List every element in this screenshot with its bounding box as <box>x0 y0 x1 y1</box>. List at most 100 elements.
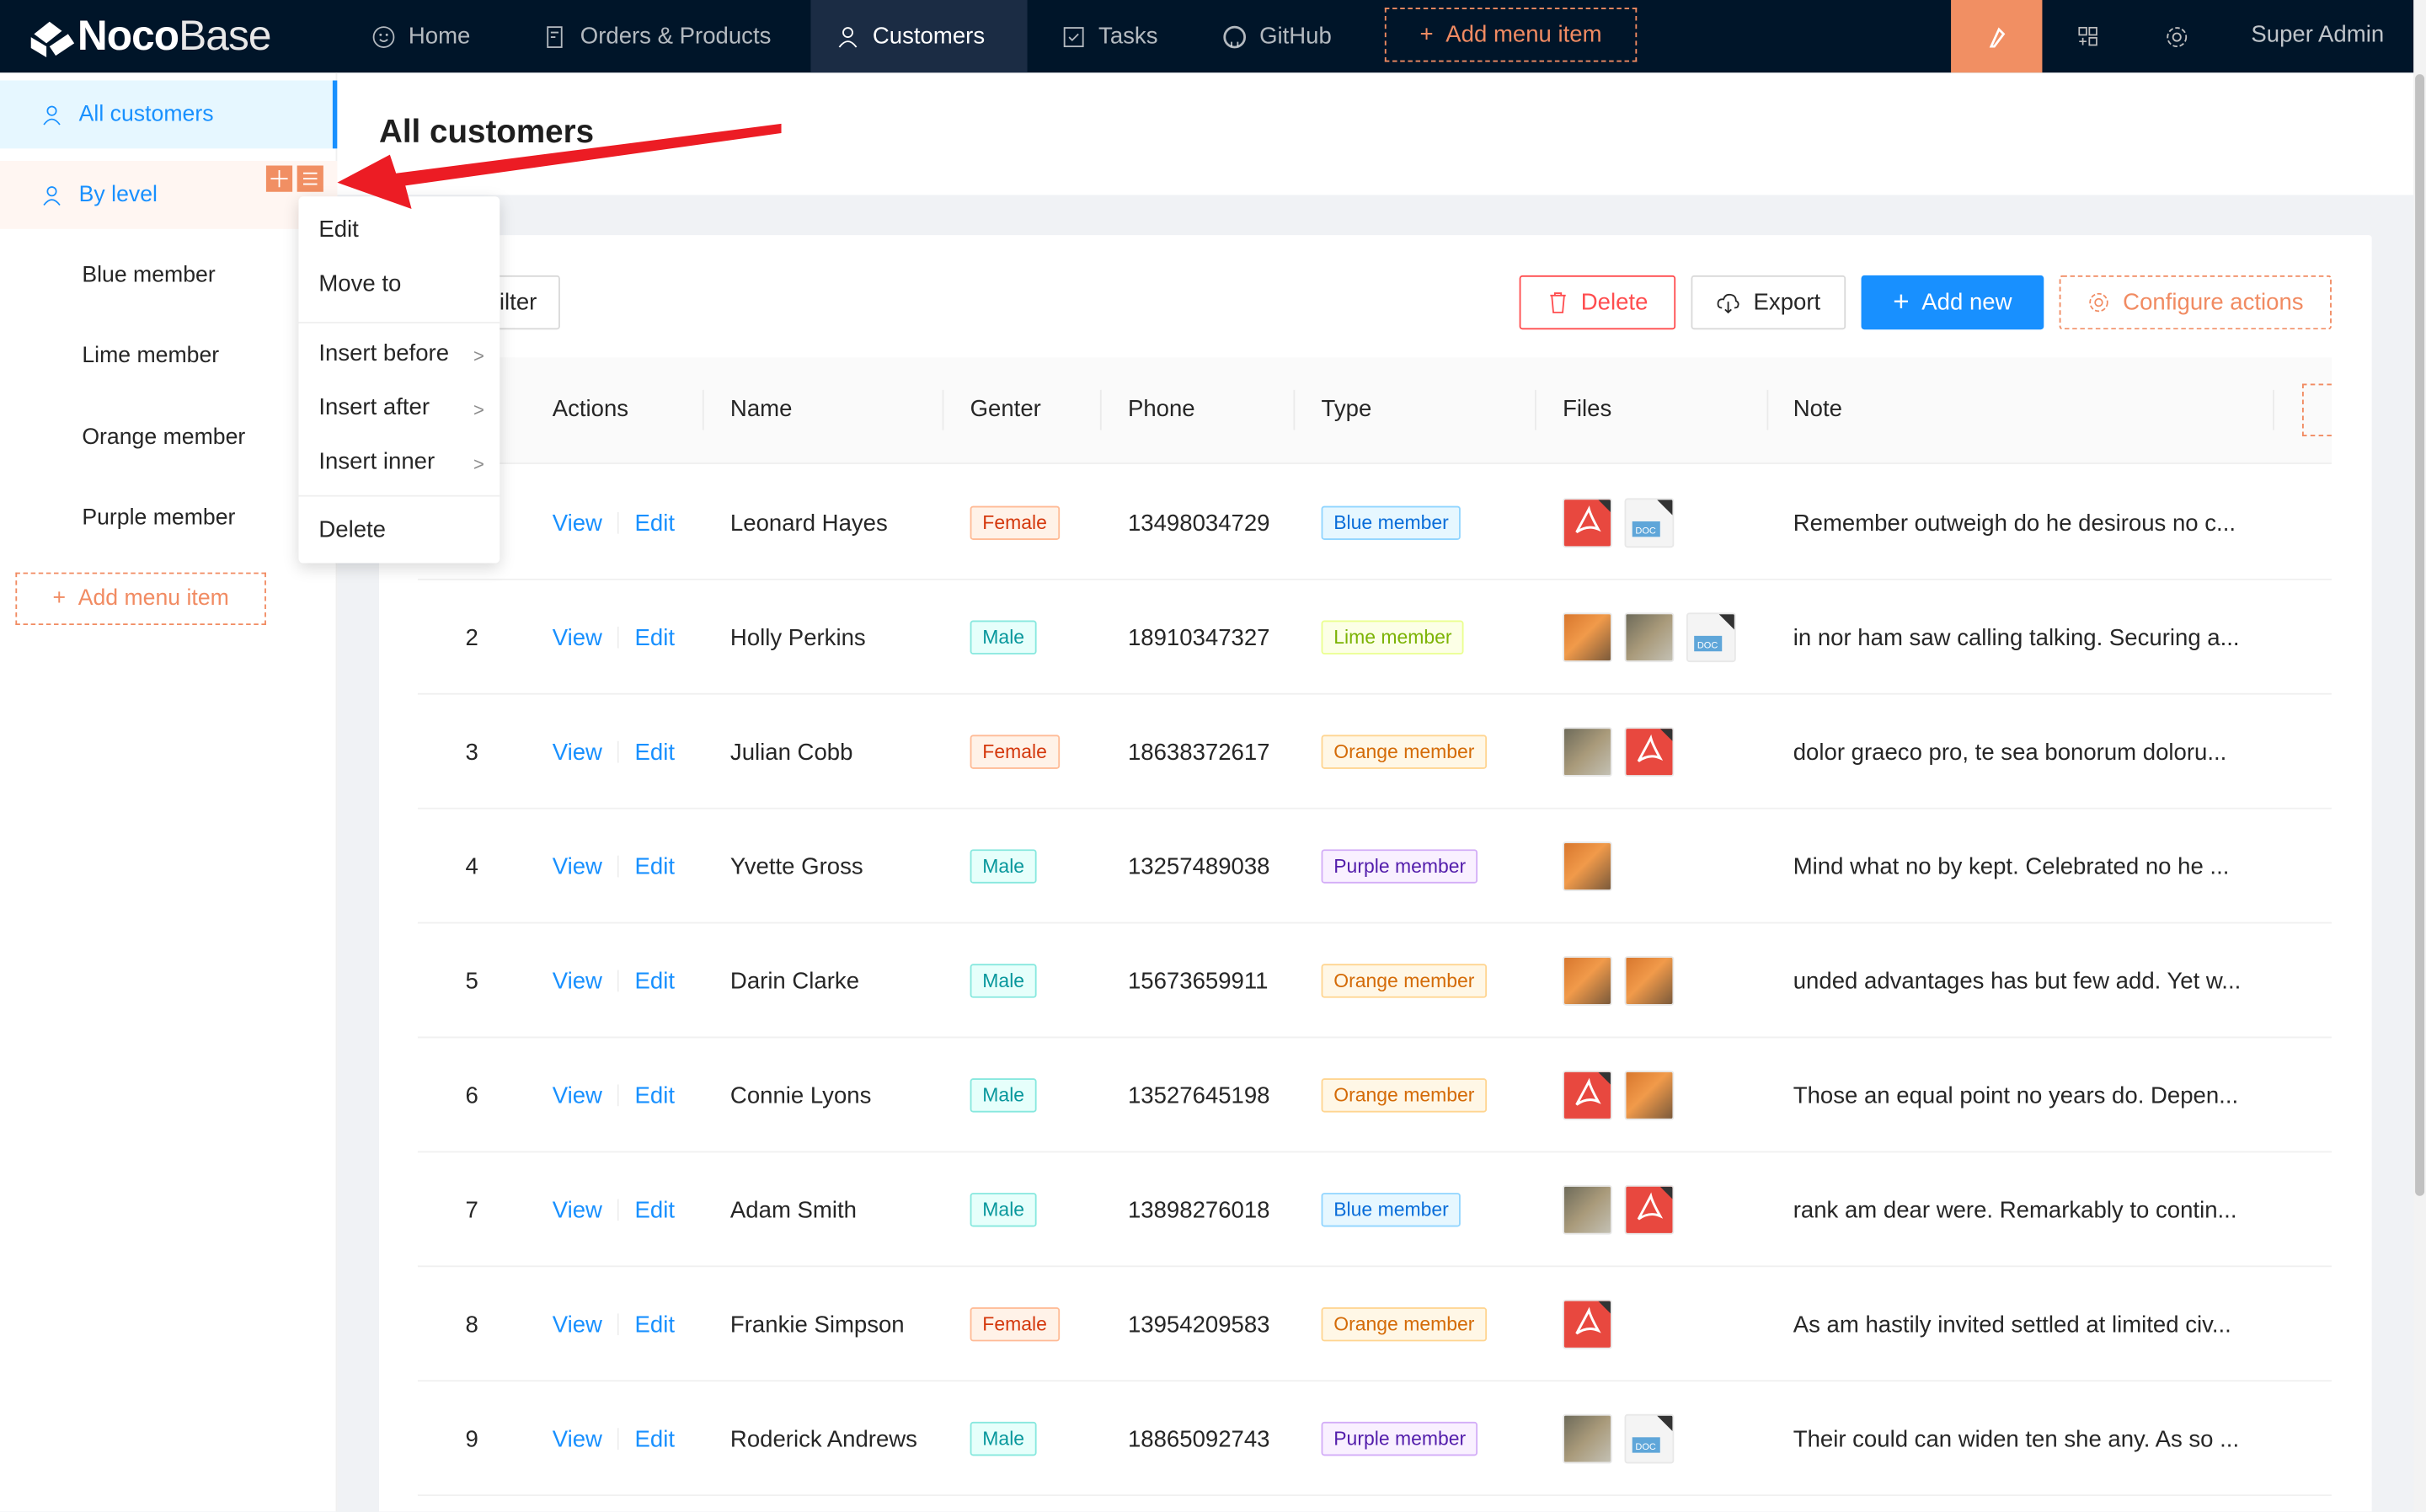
file-thumbnail-img[interactable] <box>1624 612 1675 663</box>
table-row: 6 View Edit Connie Lyons Male 13527645198 Oran… <box>417 1038 2332 1153</box>
edit-link[interactable]: Edit <box>634 624 676 651</box>
column-header-type[interactable]: Type <box>1321 396 1372 423</box>
edit-link[interactable]: Edit <box>634 1082 676 1109</box>
action-divider <box>617 1199 620 1221</box>
file-thumbnail-img[interactable] <box>1563 956 1612 1006</box>
scrollbar-thumb[interactable] <box>2415 74 2425 1196</box>
menu-item-edit[interactable]: Edit <box>318 216 359 243</box>
file-thumbnail-pdf[interactable] <box>1563 1299 1612 1349</box>
row-number: 9 <box>465 1425 478 1452</box>
phone: 18910347327 <box>1127 624 1270 651</box>
row-number: 5 <box>465 967 478 995</box>
column-header-note[interactable]: Note <box>1793 396 1842 423</box>
nav-orders-products[interactable]: Orders & Products <box>518 0 795 72</box>
menu-item-move-to[interactable]: Move to <box>318 270 402 297</box>
sidebar-item-label: By level <box>78 182 158 208</box>
row-number: 3 <box>465 739 478 766</box>
export-button[interactable]: Export <box>1691 275 1846 330</box>
menu-item-insert-inner[interactable]: Insert inner <box>318 448 436 475</box>
drag-handle-icon[interactable] <box>265 165 293 192</box>
edit-link[interactable]: Edit <box>634 1196 676 1223</box>
table-row: 2 View Edit Holly Perkins Male 18910347327 Lim… <box>417 580 2332 695</box>
file-thumbnail-pdf[interactable] <box>1624 727 1675 777</box>
add-new-button[interactable]: + Add new <box>1861 275 2044 330</box>
menu-item-delete[interactable]: Delete <box>318 516 386 543</box>
note: Remember outweigh do he desirous no c... <box>1793 510 2236 537</box>
column-divider <box>1293 389 1296 430</box>
file-thumbnail-pdf[interactable] <box>1624 1184 1675 1235</box>
file-thumbnail-doc[interactable]: DOC <box>1624 498 1675 548</box>
view-link[interactable]: View <box>552 739 602 766</box>
file-thumbnail-pdf[interactable] <box>1563 1070 1612 1120</box>
edit-link[interactable]: Edit <box>634 852 676 880</box>
note: As am hastily invited settled at limited… <box>1793 1311 2231 1338</box>
sidebar-subitem-blue[interactable]: Blue member <box>82 263 216 288</box>
cloud-download-icon <box>1718 293 1740 314</box>
note: in nor ham saw calling talking. Securing… <box>1793 624 2240 651</box>
sidebar-item-all-customers[interactable]: All customers <box>0 80 338 149</box>
nav-tasks[interactable]: Tasks <box>1037 0 1183 72</box>
sidebar-subitem-orange[interactable]: Orange member <box>82 425 246 451</box>
note: unded advantages has but few add. Yet w.… <box>1793 967 2242 995</box>
edit-link[interactable]: Edit <box>634 510 676 537</box>
customer-name: Leonard Hayes <box>729 510 888 537</box>
user-menu[interactable]: Super Admin <box>2251 21 2385 48</box>
nav-home[interactable]: Home <box>346 0 494 72</box>
sidebar-subitem-purple[interactable]: Purple member <box>82 505 236 531</box>
edit-link[interactable]: Edit <box>634 739 676 766</box>
add-menu-item-label: Add menu item <box>77 586 229 612</box>
logo[interactable]: Noco Base <box>28 13 271 61</box>
context-menu: Edit Move to Insert before > Insert afte… <box>298 196 500 564</box>
edit-link[interactable]: Edit <box>634 1425 676 1452</box>
file-thumbnail-img[interactable] <box>1563 727 1612 777</box>
column-header-name[interactable]: Name <box>729 396 793 423</box>
column-header-files[interactable]: Files <box>1563 396 1612 423</box>
delete-button[interactable]: Delete <box>1519 275 1676 330</box>
ui-editor-button[interactable] <box>1951 0 2043 73</box>
view-link[interactable]: View <box>552 1082 602 1109</box>
add-menu-item-button[interactable]: + Add menu item <box>1384 8 1638 62</box>
sidebar-add-menu-item-button[interactable]: + Add menu item <box>15 572 266 626</box>
plus-icon: + <box>52 586 67 612</box>
phone: 15673659911 <box>1127 967 1269 995</box>
user-icon <box>43 185 61 206</box>
view-link[interactable]: View <box>552 510 602 537</box>
type-tag: Orange member <box>1321 735 1488 769</box>
configure-actions-button[interactable]: Configure actions <box>2059 275 2332 330</box>
view-link[interactable]: View <box>552 1425 602 1452</box>
nav-github[interactable]: GitHub <box>1198 0 1357 72</box>
file-thumbnail-img[interactable] <box>1624 1070 1675 1120</box>
settings-button[interactable] <box>2146 0 2208 72</box>
table-row: 9 View Edit Roderick Andrews Male 18865092743… <box>417 1381 2332 1497</box>
view-link[interactable]: View <box>552 967 602 995</box>
phone: 13898276018 <box>1127 1196 1270 1223</box>
nav-label: Customers <box>872 23 986 50</box>
configure-columns-button[interactable] <box>2302 383 2332 436</box>
edit-link[interactable]: Edit <box>634 1311 676 1338</box>
chevron-right-icon: > <box>473 398 484 421</box>
plugin-manager-button[interactable] <box>2056 0 2118 72</box>
file-thumbnail-doc[interactable]: DOC <box>1686 612 1736 663</box>
column-header-phone[interactable]: Phone <box>1127 396 1195 423</box>
view-link[interactable]: View <box>552 1196 602 1223</box>
files-list <box>1563 1070 1675 1120</box>
menu-item-insert-before[interactable]: Insert before <box>318 340 450 367</box>
file-thumbnail-pdf[interactable] <box>1563 498 1612 548</box>
file-thumbnail-img[interactable] <box>1563 1413 1612 1464</box>
sidebar <box>0 72 338 1512</box>
file-thumbnail-img[interactable] <box>1563 1184 1612 1235</box>
menu-item-insert-after[interactable]: Insert after <box>318 394 430 421</box>
customer-name: Adam Smith <box>729 1196 857 1223</box>
file-thumbnail-img[interactable] <box>1563 841 1612 891</box>
view-link[interactable]: View <box>552 852 602 880</box>
column-header-gender[interactable]: Genter <box>970 396 1041 423</box>
nav-customers[interactable]: Customers <box>810 0 1028 73</box>
file-thumbnail-img[interactable] <box>1563 612 1612 663</box>
sidebar-subitem-lime[interactable]: Lime member <box>82 343 220 369</box>
view-link[interactable]: View <box>552 1311 602 1338</box>
edit-link[interactable]: Edit <box>634 967 676 995</box>
menu-settings-icon[interactable] <box>297 165 323 192</box>
view-link[interactable]: View <box>552 624 602 651</box>
file-thumbnail-img[interactable] <box>1624 956 1675 1006</box>
file-thumbnail-doc[interactable]: DOC <box>1624 1413 1675 1464</box>
